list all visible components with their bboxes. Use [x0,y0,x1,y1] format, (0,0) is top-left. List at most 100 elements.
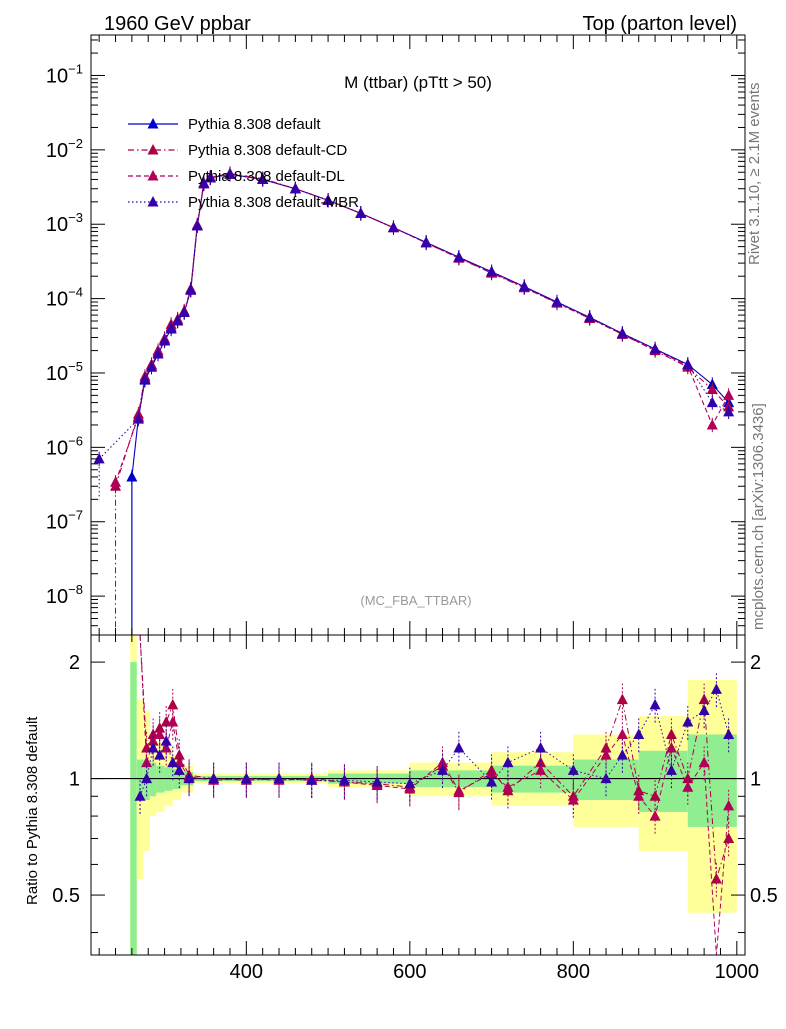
ratio-marker [649,698,661,710]
ratio-marker [160,735,172,746]
ratio-marker [600,749,612,760]
main-marker [93,452,105,464]
analysis-watermark: (MC_FBA_TTBAR) [360,593,471,608]
ratio-y-tick-label-right: 0.5 [750,885,778,907]
ratio-marker [173,764,185,775]
ratio-marker [273,772,285,784]
legend-marker [147,118,159,129]
ratio-marker [147,741,159,753]
main-y-tick-label: 10−4 [46,285,83,311]
main-marker [145,361,157,372]
header-left-title: 1960 GeV ppbar [104,13,251,35]
main-marker [172,314,184,326]
ratio-marker [649,810,661,821]
ratio-marker [710,873,722,884]
main-marker [682,358,694,370]
ratio-marker [535,756,547,768]
ratio-marker [306,774,318,785]
ratio-marker [616,693,628,705]
main-y-tick-label: 10−3 [46,210,83,236]
main-marker [289,182,301,194]
ratio-marker [723,728,735,739]
ratio-marker [141,772,153,784]
x-tick-label: 600 [393,961,426,983]
ratio-y-axis-label: Ratio to Pythia 8.308 default [24,716,41,905]
main-series-line [131,173,730,478]
main-marker [723,389,735,400]
ratio-marker [453,741,465,753]
legend-label: Pythia 8.308 default-DL [188,168,345,185]
ratio-marker [437,756,449,768]
axes-layer: 10−8 10−7 10−6 10−5 10−4 10−3 10−2 10−1 400 600 80… [46,35,778,983]
main-marker [486,265,498,277]
ratio-marker [338,774,350,785]
main-y-tick-label: 10−8 [46,582,83,608]
ratio-marker [371,775,383,787]
main-series-line [98,173,729,460]
main-marker [387,221,399,233]
ratio-marker [486,767,498,779]
legend-marker [147,170,159,181]
main-marker [420,236,432,247]
ratio-marker [486,775,498,787]
ratio-marker [665,741,677,753]
x-tick-label: 1000 [715,961,760,983]
main-marker [723,405,735,417]
ratio-marker [600,772,612,784]
legend-label: Pythia 8.308 default-CD [188,142,347,159]
ratio-marker [567,764,579,775]
main-marker [518,280,530,292]
main-marker [706,383,718,394]
main-marker [126,470,138,482]
ratio-marker [633,790,645,801]
ratio-marker [535,741,547,753]
ratio-marker [682,716,694,727]
main-marker [224,168,236,179]
main-marker [191,219,203,231]
legend-label: Pythia 8.308 default [188,116,321,133]
ratio-marker [633,728,645,739]
ratio-band-inner [149,762,157,797]
ratio-marker [437,764,449,775]
ratio-marker [167,698,179,710]
main-marker [132,413,144,424]
main-marker [165,322,177,333]
ratio-y-tick-label-left: 2 [69,652,80,674]
ratio-marker [154,749,166,760]
x-tick-label: 800 [557,961,590,983]
main-marker [355,207,367,218]
ratio-marker [240,772,252,784]
main-plot-title: M (ttbar) (pTtt > 50) [344,73,492,92]
ratio-marker [208,772,220,784]
ratio-marker [698,704,710,715]
ratio-marker [134,790,146,801]
legend-marker [147,196,159,207]
ratio-band-inner [687,734,737,827]
ratio-marker [698,756,710,768]
main-marker [322,194,334,205]
main-marker [649,343,661,354]
legend: Pythia 8.308 default Pythia 8.308 default… [128,116,359,211]
ratio-marker [616,728,628,739]
ratio-marker [616,749,628,760]
ratio-marker [665,728,677,739]
ratio-marker [183,772,195,784]
ratio-marker [710,683,722,694]
ratio-marker [649,790,661,801]
ratio-marker [502,756,514,768]
main-marker [178,306,190,318]
main-marker [152,347,164,359]
main-marker [159,334,171,346]
ratio-marker [535,764,547,775]
mcplots-label: mcplots.cern.ch [arXiv:1306.3436] [750,403,767,630]
main-layer [93,166,735,635]
main-marker [706,396,718,408]
main-marker [551,296,563,307]
rivet-label: Rivet 3.1.10, ≥ 2.1M events [746,83,763,266]
main-marker [453,251,465,262]
ratio-marker [567,794,579,805]
ratio-y-tick-label-right: 2 [750,652,761,674]
main-series-line [115,172,730,487]
ratio-band-inner [130,662,137,955]
